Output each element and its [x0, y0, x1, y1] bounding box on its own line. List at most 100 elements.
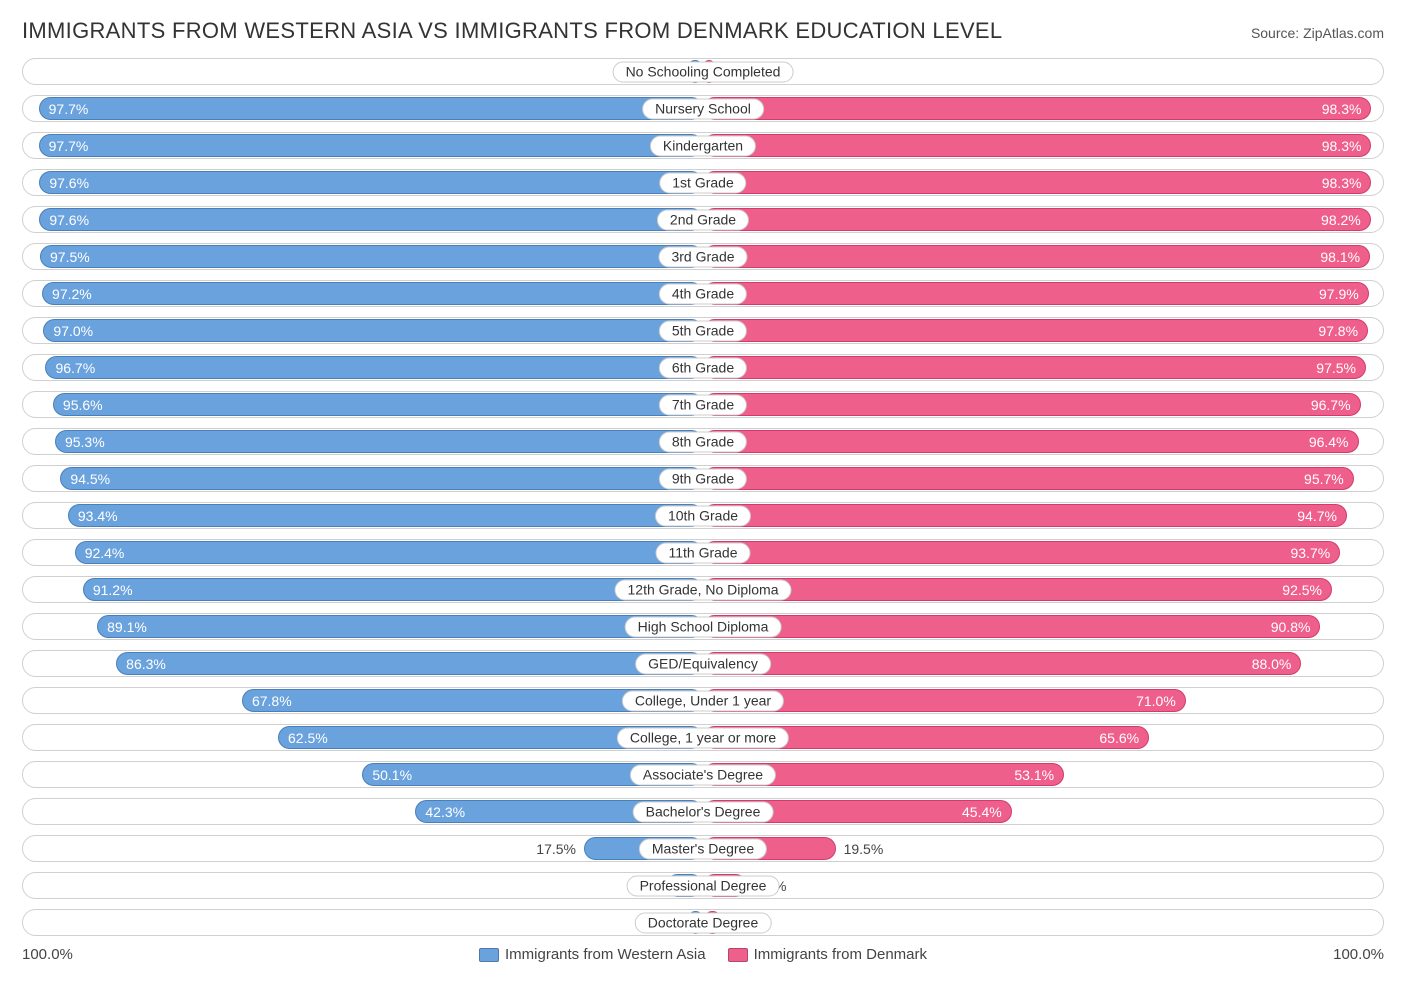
category-label: 7th Grade [659, 394, 747, 415]
bar-left [45, 356, 703, 379]
category-label: College, Under 1 year [622, 690, 784, 711]
value-right: 95.7% [1304, 471, 1344, 487]
value-left: 95.3% [65, 434, 105, 450]
bar-right [703, 430, 1359, 453]
legend-label-left: Immigrants from Western Asia [505, 946, 706, 963]
bar-right [703, 356, 1366, 379]
value-left: 94.5% [70, 471, 110, 487]
bar-left [40, 245, 703, 268]
category-label: 5th Grade [659, 320, 747, 341]
value-left: 97.5% [50, 249, 90, 265]
category-label: 10th Grade [655, 505, 751, 526]
value-left: 93.4% [78, 508, 118, 524]
category-label: GED/Equivalency [635, 653, 771, 674]
value-right: 93.7% [1290, 545, 1330, 561]
value-right: 88.0% [1252, 656, 1292, 672]
value-left: 97.0% [53, 323, 93, 339]
value-left: 86.3% [126, 656, 166, 672]
value-right: 19.5% [844, 841, 884, 857]
category-label: 8th Grade [659, 431, 747, 452]
value-right: 98.3% [1322, 101, 1362, 117]
value-right: 97.9% [1319, 286, 1359, 302]
value-left: 42.3% [425, 804, 465, 820]
value-right: 97.8% [1318, 323, 1358, 339]
source-label: Source: [1251, 25, 1299, 41]
chart-row: 93.4% 94.7% 10th Grade [22, 502, 1384, 529]
chart-row: 89.1%90.8%High School Diploma [22, 613, 1384, 640]
chart-row: 62.5%65.6%College, 1 year or more [22, 724, 1384, 751]
chart-row: 95.6% 96.7% 7th Grade [22, 391, 1384, 418]
value-right: 65.6% [1099, 730, 1139, 746]
category-label: College, 1 year or more [617, 727, 789, 748]
bar-right [703, 578, 1332, 601]
bar-right [703, 171, 1371, 194]
value-right: 45.4% [962, 804, 1002, 820]
category-label: 11th Grade [655, 542, 750, 563]
bar-left [55, 430, 703, 453]
chart-row: 92.4%93.7%11th Grade [22, 539, 1384, 566]
category-label: High School Diploma [625, 616, 782, 637]
value-right: 97.5% [1316, 360, 1356, 376]
value-left: 91.2% [93, 582, 133, 598]
category-label: 4th Grade [659, 283, 747, 304]
chart-row: 94.5% 95.7% 9th Grade [22, 465, 1384, 492]
bar-left [83, 578, 703, 601]
chart-row: 5.4%6.4%Professional Degree [22, 872, 1384, 899]
chart-row: 97.0% 97.8% 5th Grade [22, 317, 1384, 344]
bar-left [75, 541, 703, 564]
value-right: 71.0% [1136, 693, 1176, 709]
bar-left [39, 171, 703, 194]
bar-right [703, 245, 1370, 268]
category-label: 12th Grade, No Diploma [615, 579, 792, 600]
chart-row: 2.3%1.7%No Schooling Completed [22, 58, 1384, 85]
chart-row: 97.7% 98.3% Nursery School [22, 95, 1384, 122]
bar-right [703, 134, 1371, 157]
axis-right-max: 100.0% [1333, 946, 1384, 963]
chart-row: 42.3%45.4%Bachelor's Degree [22, 798, 1384, 825]
value-left: 95.6% [63, 397, 103, 413]
category-label: 6th Grade [659, 357, 747, 378]
bar-right [703, 208, 1371, 231]
chart-row: 97.6%98.3%1st Grade [22, 169, 1384, 196]
bar-right [703, 393, 1361, 416]
category-label: Associate's Degree [630, 764, 776, 785]
category-label: 3rd Grade [658, 246, 747, 267]
value-left: 97.7% [49, 138, 89, 154]
value-right: 96.7% [1311, 397, 1351, 413]
value-right: 94.7% [1297, 508, 1337, 524]
bar-left [68, 504, 703, 527]
chart-row: 97.2% 97.9% 4th Grade [22, 280, 1384, 307]
category-label: Master's Degree [639, 838, 767, 859]
legend-swatch-left [479, 948, 499, 962]
bar-right [703, 541, 1340, 564]
chart-row: 97.5% 98.1% 3rd Grade [22, 243, 1384, 270]
value-left: 96.7% [55, 360, 95, 376]
category-label: 9th Grade [659, 468, 747, 489]
axis-left-max: 100.0% [22, 946, 73, 963]
value-left: 50.1% [372, 767, 412, 783]
chart-title: IMMIGRANTS FROM WESTERN ASIA VS IMMIGRAN… [22, 18, 1002, 44]
bar-left [39, 97, 703, 120]
chart-row: 97.7%98.3%Kindergarten [22, 132, 1384, 159]
category-label: Professional Degree [627, 875, 780, 896]
chart-row: 97.6%98.2%2nd Grade [22, 206, 1384, 233]
bar-right [703, 615, 1320, 638]
category-label: 1st Grade [659, 172, 746, 193]
bar-right [703, 652, 1301, 675]
value-right: 98.1% [1320, 249, 1360, 265]
category-label: Nursery School [642, 98, 764, 119]
diverging-bar-chart: 2.3%1.7%No Schooling Completed97.7%98.3%… [22, 58, 1384, 936]
value-left: 97.2% [52, 286, 92, 302]
bar-left [116, 652, 703, 675]
legend-item-right: Immigrants from Denmark [728, 946, 927, 963]
value-left: 89.1% [107, 619, 147, 635]
chart-source: Source: ZipAtlas.com [1251, 25, 1384, 41]
legend-swatch-right [728, 948, 748, 962]
category-label: Kindergarten [650, 135, 756, 156]
bar-left [42, 282, 703, 305]
value-right: 92.5% [1282, 582, 1322, 598]
value-left: 97.6% [49, 212, 89, 228]
chart-row: 67.8%71.0%College, Under 1 year [22, 687, 1384, 714]
chart-header: IMMIGRANTS FROM WESTERN ASIA VS IMMIGRAN… [22, 18, 1384, 44]
value-left: 97.7% [49, 101, 89, 117]
